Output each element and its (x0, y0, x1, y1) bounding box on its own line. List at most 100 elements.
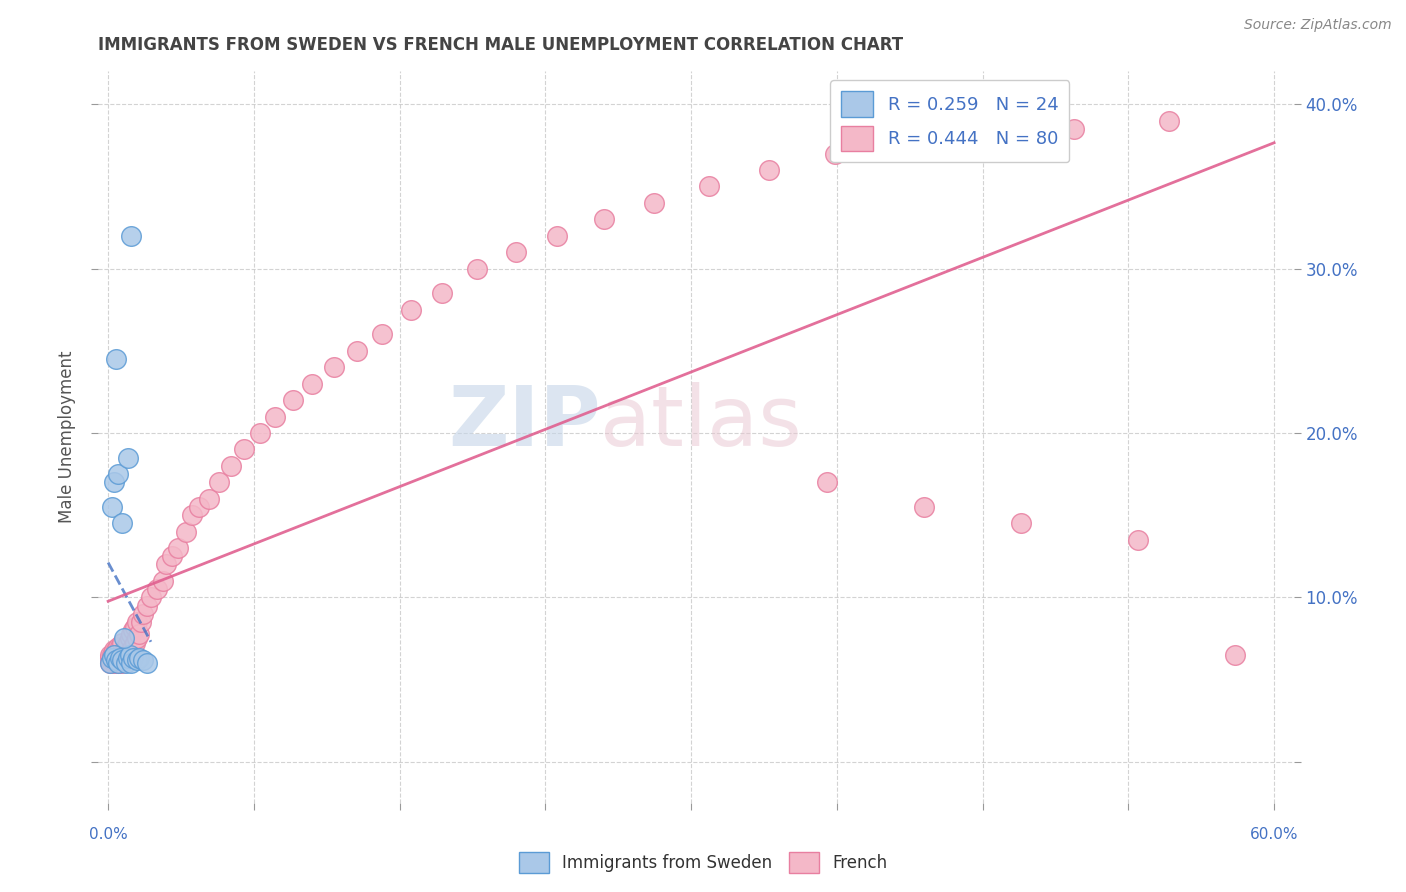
Point (127, 653, 149, 667)
Point (912, 500, 935, 514)
Point (108, 651, 131, 665)
Point (122, 624, 145, 638)
Point (103, 651, 125, 665)
Point (758, 163, 780, 178)
Point (111, 648, 134, 662)
Point (219, 458, 242, 473)
Point (127, 615, 149, 629)
Point (107, 656, 129, 670)
Point (208, 475, 231, 490)
Point (815, 475, 838, 490)
Point (103, 643, 125, 657)
Point (108, 651, 131, 665)
Point (233, 442, 256, 457)
Point (108, 656, 131, 670)
Point (122, 651, 145, 665)
Point (104, 351, 127, 366)
Point (101, 656, 124, 670)
Point (101, 500, 124, 514)
Point (112, 632, 135, 646)
Point (104, 656, 127, 670)
Point (1063, 121, 1085, 136)
Point (346, 343, 368, 358)
Point (824, 146, 846, 161)
Point (136, 656, 159, 670)
Point (103, 656, 125, 670)
Point (132, 607, 155, 621)
Point (114, 656, 136, 670)
Point (111, 636, 134, 650)
Point (127, 632, 149, 646)
Point (104, 653, 127, 667)
Point (118, 648, 141, 662)
Point (401, 302, 423, 317)
Point (896, 138, 918, 153)
Point (101, 648, 124, 662)
Point (198, 491, 221, 506)
Point (111, 516, 134, 531)
Text: IMMIGRANTS FROM SWEDEN VS FRENCH MALE UNEMPLOYMENT CORRELATION CHART: IMMIGRANTS FROM SWEDEN VS FRENCH MALE UN… (98, 36, 904, 54)
Point (112, 643, 135, 657)
Point (107, 640, 129, 654)
Point (103, 648, 125, 662)
Legend: Immigrants from Sweden, French: Immigrants from Sweden, French (512, 846, 894, 880)
Point (180, 508, 202, 523)
Point (301, 376, 323, 391)
Point (128, 626, 150, 640)
Point (1126, 533, 1149, 547)
Point (117, 651, 139, 665)
Point (152, 574, 174, 588)
Point (155, 558, 177, 572)
Point (371, 327, 394, 342)
Point (145, 582, 167, 596)
Point (976, 130, 998, 145)
Point (120, 228, 142, 243)
Point (111, 656, 134, 670)
Point (128, 651, 150, 665)
Point (1011, 516, 1033, 531)
Point (101, 651, 124, 665)
Point (107, 656, 129, 670)
Point (117, 648, 139, 662)
Point (432, 286, 454, 301)
Text: ZIP: ZIP (449, 382, 600, 463)
Point (120, 656, 142, 670)
Point (118, 648, 141, 662)
Y-axis label: Male Unemployment: Male Unemployment (58, 351, 76, 524)
Point (592, 212, 614, 227)
Point (120, 626, 142, 640)
Point (1159, 113, 1181, 128)
Point (120, 643, 142, 657)
Point (122, 640, 145, 654)
Point (118, 632, 141, 646)
Point (98, 656, 121, 670)
Point (505, 245, 527, 260)
Point (117, 636, 139, 650)
Text: Source: ZipAtlas.com: Source: ZipAtlas.com (1244, 18, 1392, 32)
Point (98, 651, 121, 665)
Point (322, 360, 344, 375)
Point (174, 524, 197, 539)
Point (132, 653, 155, 667)
Point (112, 651, 135, 665)
Point (108, 640, 131, 654)
Point (103, 475, 125, 490)
Point (101, 651, 124, 665)
Point (467, 261, 489, 276)
Point (111, 653, 134, 667)
Point (98, 648, 121, 662)
Point (264, 409, 287, 424)
Point (188, 500, 211, 514)
Point (697, 179, 720, 194)
Point (129, 615, 152, 629)
Point (104, 643, 127, 657)
Point (1225, 648, 1247, 662)
Point (98, 656, 121, 670)
Point (249, 425, 271, 440)
Text: 0.0%: 0.0% (89, 828, 128, 842)
Text: atlas: atlas (600, 382, 801, 463)
Point (117, 450, 139, 465)
Point (114, 640, 136, 654)
Point (107, 651, 129, 665)
Legend: R = 0.259   N = 24, R = 0.444   N = 80: R = 0.259 N = 24, R = 0.444 N = 80 (830, 80, 1070, 162)
